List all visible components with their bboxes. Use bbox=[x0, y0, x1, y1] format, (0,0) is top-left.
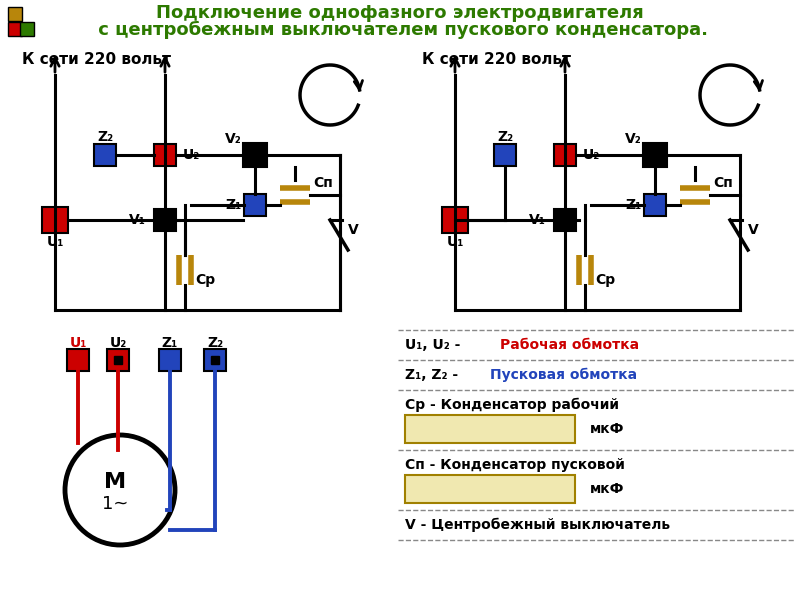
Bar bbox=[107, 349, 129, 371]
Text: Cп: Cп bbox=[713, 176, 733, 190]
Text: Cр: Cр bbox=[195, 273, 215, 287]
Text: Пусковая обмотка: Пусковая обмотка bbox=[490, 368, 637, 382]
Text: Z₂: Z₂ bbox=[97, 130, 113, 144]
Text: К сети 220 вольт: К сети 220 вольт bbox=[422, 52, 571, 67]
Bar bbox=[554, 144, 576, 166]
Bar bbox=[442, 207, 468, 233]
Bar bbox=[67, 349, 89, 371]
Bar bbox=[244, 194, 266, 216]
Bar bbox=[405, 475, 575, 503]
Text: V₁: V₁ bbox=[529, 213, 546, 227]
Text: U₂: U₂ bbox=[583, 148, 600, 162]
Text: Подключение однофазного электродвигателя: Подключение однофазного электродвигателя bbox=[156, 4, 644, 22]
Bar bbox=[644, 194, 666, 216]
Bar bbox=[42, 207, 68, 233]
Text: Cр - Конденсатор рабочий: Cр - Конденсатор рабочий bbox=[405, 398, 619, 412]
Text: Cп: Cп bbox=[313, 176, 333, 190]
Text: Z₁: Z₁ bbox=[162, 336, 178, 350]
Bar bbox=[154, 144, 176, 166]
Text: U₁: U₁ bbox=[446, 235, 464, 249]
Text: мкФ: мкФ bbox=[590, 482, 625, 496]
Bar bbox=[20, 22, 34, 36]
Text: U₂: U₂ bbox=[110, 336, 126, 350]
Text: 1~: 1~ bbox=[102, 495, 128, 513]
Text: Z₁, Z₂ -: Z₁, Z₂ - bbox=[405, 368, 463, 382]
Text: К сети 220 вольт: К сети 220 вольт bbox=[22, 52, 171, 67]
Text: М: М bbox=[104, 472, 126, 492]
Bar bbox=[494, 144, 516, 166]
Text: V: V bbox=[348, 223, 358, 237]
Bar bbox=[405, 415, 575, 443]
Bar bbox=[204, 349, 226, 371]
Text: Cр: Cр bbox=[595, 273, 615, 287]
Bar bbox=[94, 144, 116, 166]
Text: Z₂: Z₂ bbox=[497, 130, 513, 144]
Text: V₂: V₂ bbox=[625, 132, 642, 146]
Text: мкФ: мкФ bbox=[590, 422, 625, 436]
Text: Z₁: Z₁ bbox=[625, 198, 641, 212]
Bar bbox=[8, 7, 22, 21]
Text: U₁, U₂ -: U₁, U₂ - bbox=[405, 338, 466, 352]
Text: U₁: U₁ bbox=[70, 336, 86, 350]
Text: Cп - Конденсатор пусковой: Cп - Конденсатор пусковой bbox=[405, 458, 625, 472]
Text: с центробежным выключателем пускового конденсатора.: с центробежным выключателем пускового ко… bbox=[92, 21, 708, 39]
Text: V₂: V₂ bbox=[225, 132, 242, 146]
Bar bbox=[554, 209, 576, 231]
Bar bbox=[643, 143, 667, 167]
Text: Z₂: Z₂ bbox=[207, 336, 223, 350]
Text: Z₁: Z₁ bbox=[225, 198, 241, 212]
Text: V - Центробежный выключатель: V - Центробежный выключатель bbox=[405, 518, 670, 532]
Text: U₁: U₁ bbox=[46, 235, 64, 249]
Text: Рабочая обмотка: Рабочая обмотка bbox=[500, 338, 639, 352]
Bar bbox=[211, 356, 219, 364]
Bar bbox=[159, 349, 181, 371]
Text: V: V bbox=[748, 223, 758, 237]
Bar bbox=[114, 356, 122, 364]
Bar bbox=[154, 209, 176, 231]
Text: U₂: U₂ bbox=[183, 148, 200, 162]
Text: V₁: V₁ bbox=[129, 213, 146, 227]
Bar bbox=[8, 22, 22, 36]
Bar bbox=[243, 143, 267, 167]
